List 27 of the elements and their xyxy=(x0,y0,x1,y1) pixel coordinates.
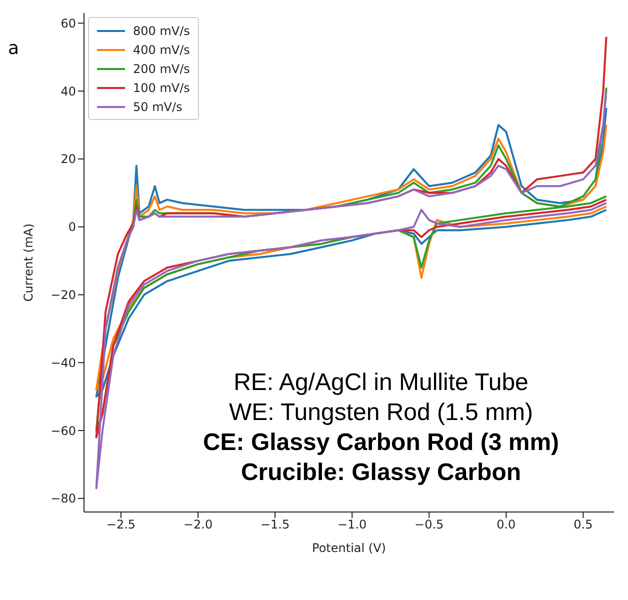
annotation: WE: Tungsten Rod (1.5 mm) xyxy=(228,398,534,428)
y-tick-label: 40 xyxy=(60,84,76,98)
annotation: Crucible: Glassy Carbon xyxy=(240,458,522,488)
legend-label: 100 mV/s xyxy=(133,80,190,94)
y-tick-label: 60 xyxy=(60,16,76,30)
y-tick-label: −80 xyxy=(50,492,76,506)
x-tick-label: −1.5 xyxy=(260,518,290,532)
text: a xyxy=(8,38,20,59)
x-axis-title: Potential (V) xyxy=(312,541,386,555)
x-tick-label: −2.0 xyxy=(183,518,213,532)
legend-label: 800 mV/s xyxy=(133,24,190,38)
x-tick-label: −1.0 xyxy=(338,518,367,532)
legend-label: 50 mV/s xyxy=(133,100,182,114)
legend-label: 400 mV/s xyxy=(133,42,190,56)
y-tick-label: −60 xyxy=(50,424,76,438)
y-tick-label: −40 xyxy=(50,356,76,370)
annotation: CE: Glassy Carbon Rod (3 mm) xyxy=(202,428,560,458)
legend-label: 200 mV/s xyxy=(133,62,190,76)
y-tick-label: 20 xyxy=(60,152,76,166)
x-tick-label: −2.5 xyxy=(106,518,136,532)
y-tick-label: 0 xyxy=(68,220,76,234)
x-tick-label: 0.0 xyxy=(496,518,516,532)
x-tick-label: −0.5 xyxy=(414,518,444,532)
annotation: RE: Ag/AgCl in Mullite Tube xyxy=(232,368,530,398)
x-tick-label: 0.5 xyxy=(574,518,593,532)
y-tick-label: −20 xyxy=(50,288,76,302)
y-axis-title: Current (mA) xyxy=(21,223,36,302)
